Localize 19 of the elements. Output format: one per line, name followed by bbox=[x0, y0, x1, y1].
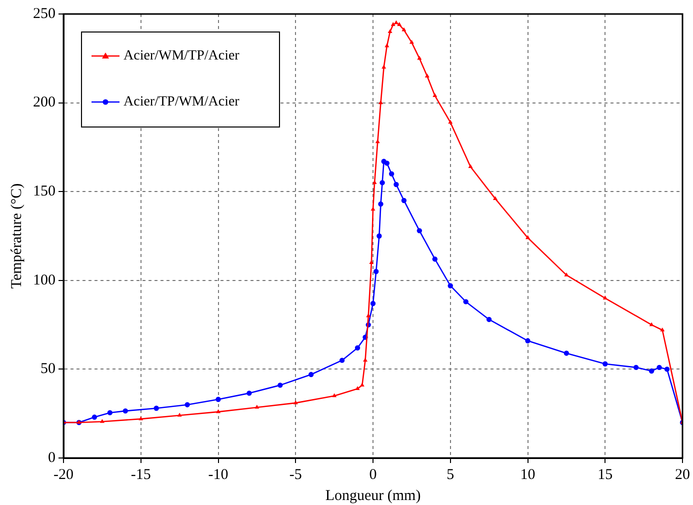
x-tick-label: -20 bbox=[54, 466, 74, 483]
x-tick-label: -5 bbox=[289, 466, 302, 483]
legend-label: Acier/WM/TP/Acier bbox=[124, 48, 240, 64]
y-tick-label: 250 bbox=[33, 6, 56, 22]
x-tick-label: -10 bbox=[208, 466, 228, 483]
y-tick-label: 50 bbox=[40, 361, 56, 378]
x-tick-label: 10 bbox=[520, 466, 536, 483]
legend-label: Acier/TP/WM/Acier bbox=[124, 94, 240, 110]
x-tick-label: 15 bbox=[598, 466, 613, 483]
x-tick-label: -15 bbox=[130, 466, 151, 483]
x-tick-label: 0 bbox=[369, 466, 377, 483]
x-axis-title: Longueur (mm) bbox=[325, 488, 421, 504]
x-tick-label: 5 bbox=[446, 466, 454, 483]
y-tick-label: 100 bbox=[33, 272, 56, 288]
y-tick-label: 150 bbox=[33, 184, 56, 200]
y-tick-label: 200 bbox=[33, 94, 56, 111]
x-tick-label: 20 bbox=[675, 466, 690, 483]
y-tick-label: 0 bbox=[48, 450, 56, 466]
y-axis-title: Température (°C) bbox=[8, 183, 25, 289]
